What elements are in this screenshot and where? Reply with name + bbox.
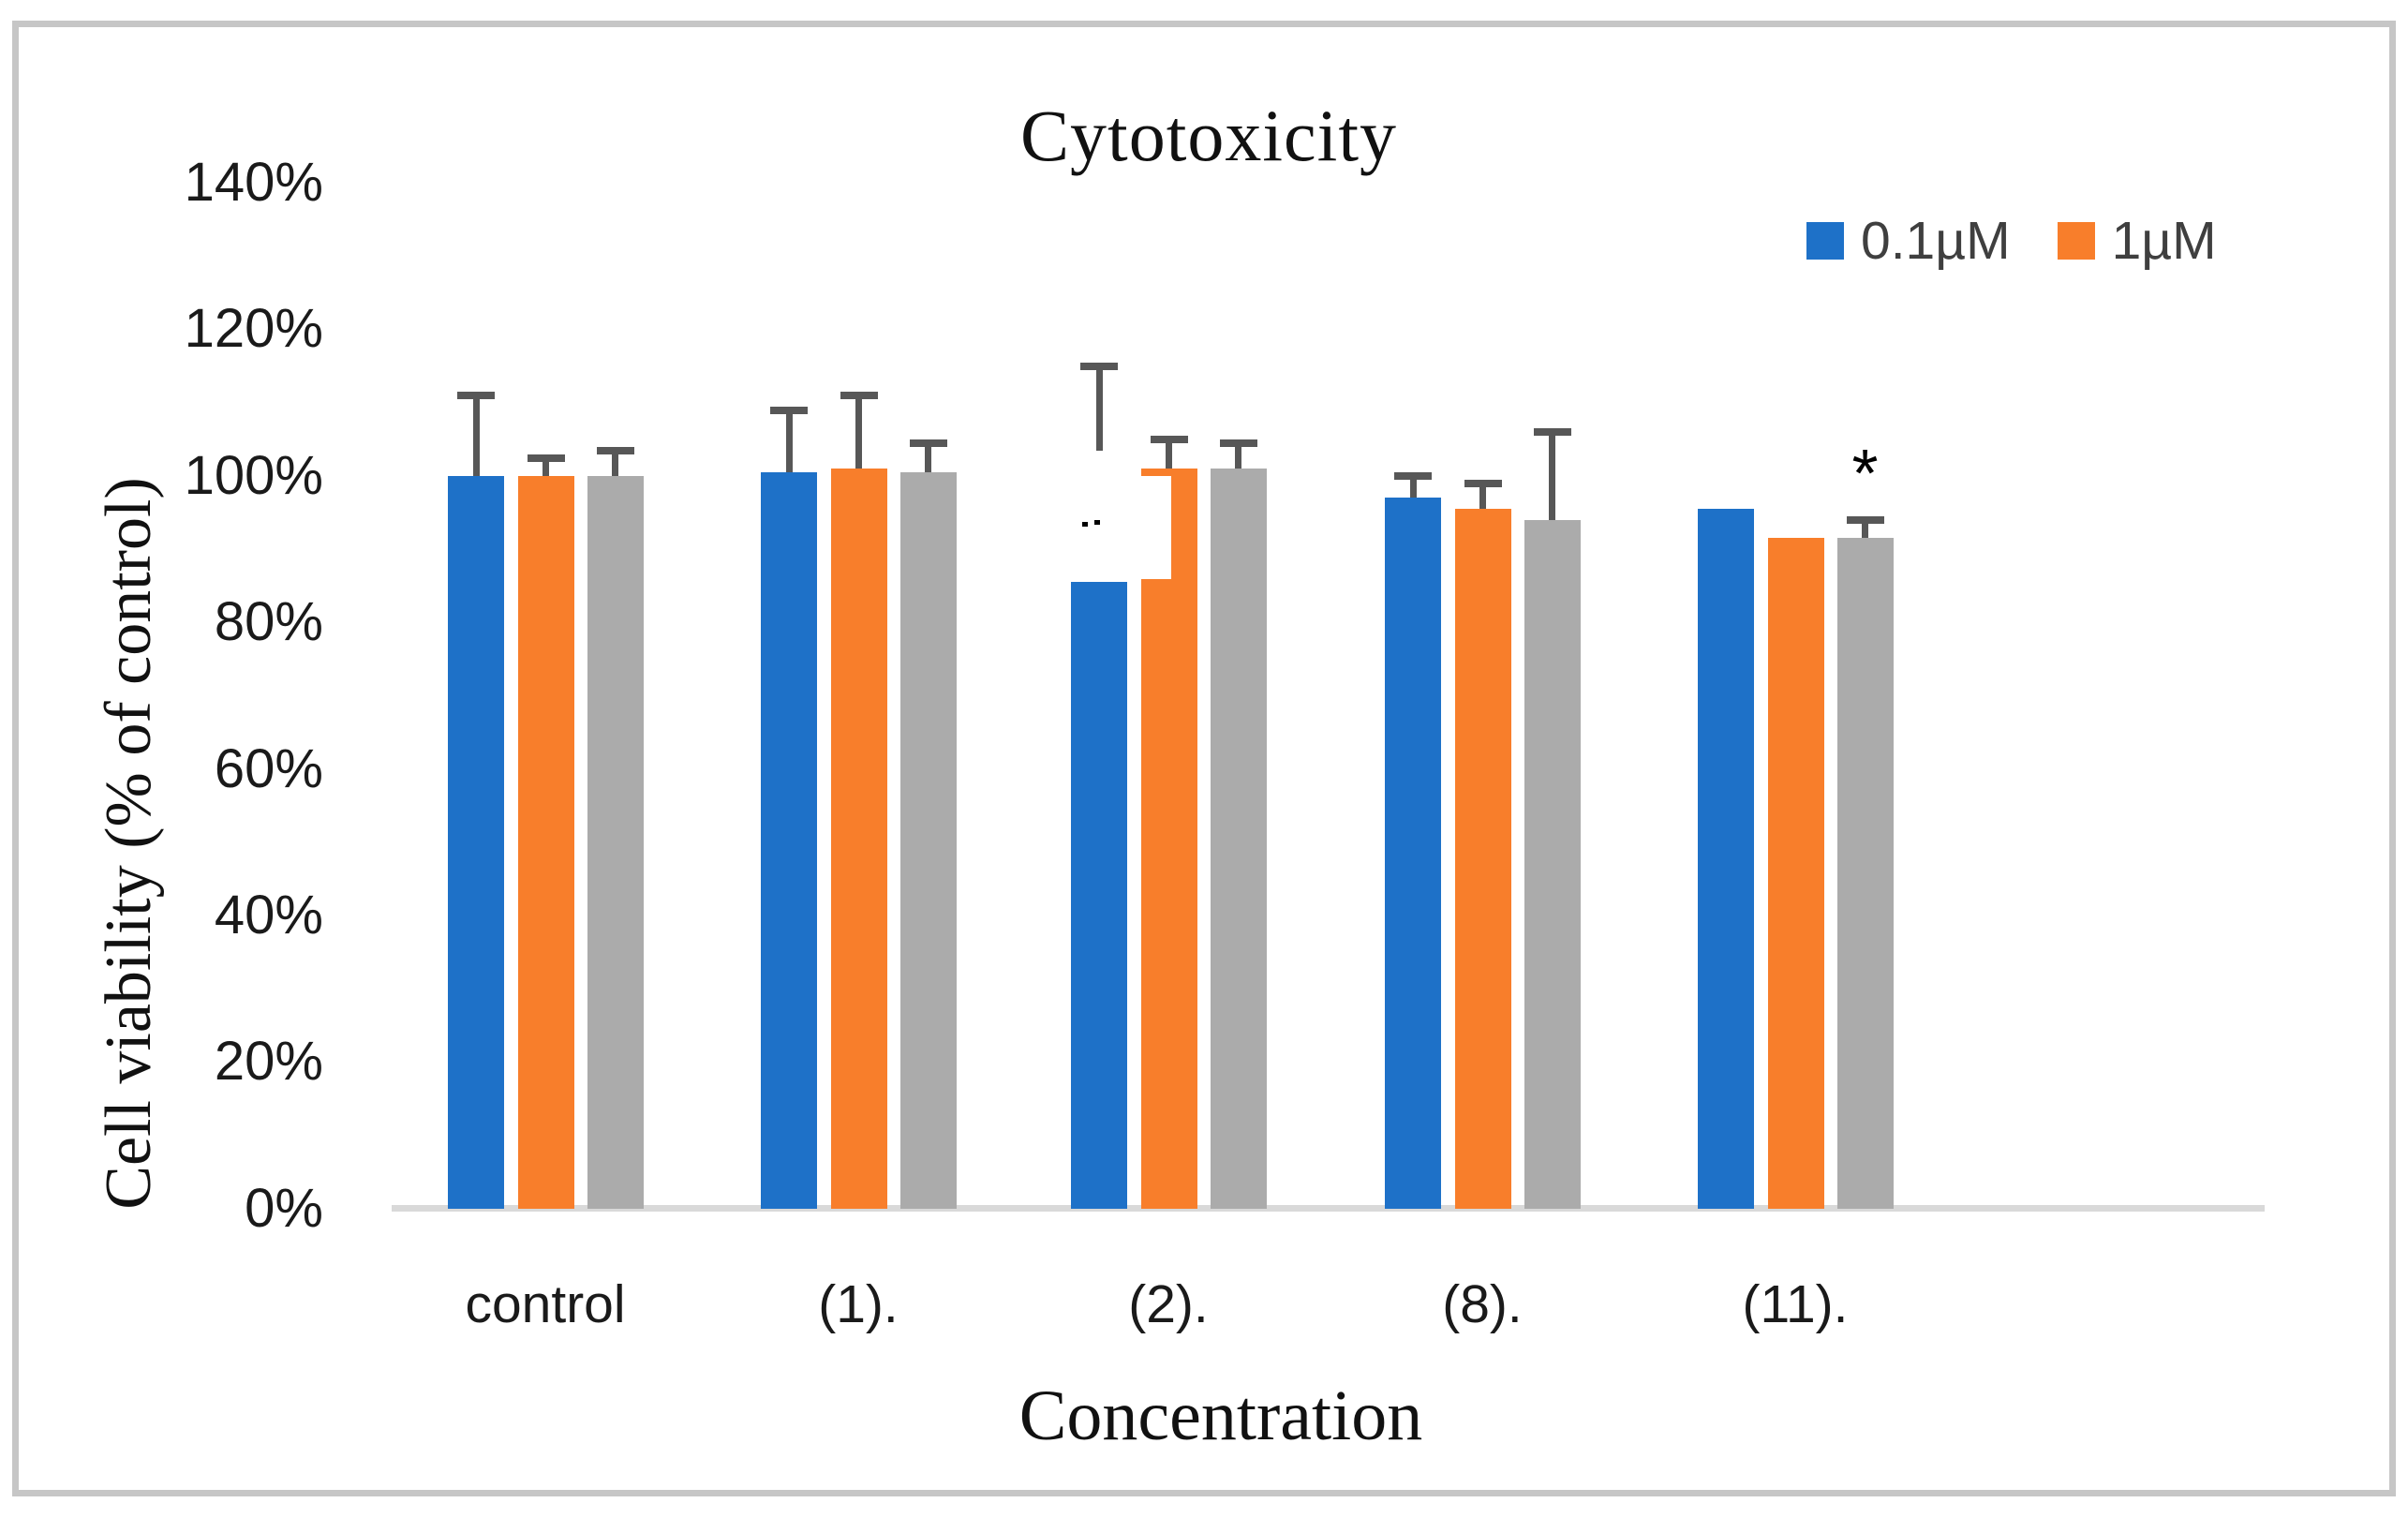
error-bar-line xyxy=(1166,442,1172,469)
error-bar-line xyxy=(612,454,618,476)
error-bar-line xyxy=(925,446,931,473)
error-bar-line xyxy=(1479,486,1486,510)
bar-1µM-(1). xyxy=(830,469,887,1209)
bar-unlabeled-gray-(11). xyxy=(1836,538,1894,1209)
legend-label: 0.1µM xyxy=(1861,211,2011,271)
error-bar-cap xyxy=(457,392,495,400)
legend-label: 1µM xyxy=(2111,211,2217,271)
y-tick-label: 0% xyxy=(245,1177,323,1239)
x-axis-line xyxy=(392,1205,2265,1212)
error-bar-line xyxy=(1549,436,1555,520)
legend-entry: 1µM xyxy=(2057,211,2217,271)
bar-1µM-(8). xyxy=(1454,509,1511,1209)
x-category-label: (8). xyxy=(1442,1274,1523,1334)
x-category-label: control xyxy=(465,1274,626,1334)
error-bar-cap xyxy=(596,446,634,454)
y-tick-label: 60% xyxy=(214,737,323,799)
error-bar-cap xyxy=(840,392,878,400)
error-bar-cap xyxy=(909,439,947,447)
bar-0.1µM-(8). xyxy=(1385,498,1441,1209)
y-tick-label: 80% xyxy=(214,591,323,653)
y-tick-label: 100% xyxy=(184,444,323,506)
error-bar-line xyxy=(543,461,549,476)
bar-1µM-(2). xyxy=(1140,469,1197,1209)
error-bar-cap xyxy=(1150,435,1188,443)
white-patch-artifact xyxy=(1140,476,1171,579)
legend-entry: 0.1µM xyxy=(1806,211,2011,271)
stray-speck-artifact xyxy=(1094,520,1100,525)
legend: 0.1µM 1µM xyxy=(1806,211,2217,271)
bar-unlabeled-gray-control xyxy=(587,476,644,1209)
error-bar-cap xyxy=(1394,472,1432,481)
error-bar-cap xyxy=(770,406,808,414)
error-bar-cap xyxy=(1533,428,1571,437)
error-bar-cap xyxy=(1080,362,1118,370)
bar-0.1µM-(2). xyxy=(1071,582,1127,1209)
error-bar-line xyxy=(1862,524,1868,539)
y-tick-label: 140% xyxy=(184,152,323,213)
bar-0.1µM-control xyxy=(448,476,504,1209)
x-category-label: (1). xyxy=(818,1274,899,1334)
y-tick-label: 20% xyxy=(214,1031,323,1093)
bar-1µM-(11). xyxy=(1767,538,1824,1209)
stray-speck-artifact xyxy=(1082,522,1088,527)
bar-unlabeled-gray-(8). xyxy=(1524,519,1581,1209)
error-bar-line xyxy=(472,399,480,476)
error-bar-cap xyxy=(1464,479,1502,487)
x-category-label: (11). xyxy=(1742,1274,1849,1334)
error-bar-line xyxy=(785,413,793,473)
bar-1µM-control xyxy=(517,476,574,1209)
y-axis-title: Cell viability (% of control) xyxy=(93,477,165,1210)
y-tick-label: 40% xyxy=(214,885,323,945)
error-bar-line xyxy=(1235,446,1241,469)
chart-title: Cytotoxicity xyxy=(1020,95,1397,176)
error-bar-cap xyxy=(1846,516,1884,524)
x-category-label: (2). xyxy=(1128,1274,1209,1334)
bar-0.1µM-(1). xyxy=(761,472,817,1209)
y-tick-label: 120% xyxy=(184,298,323,360)
error-bar-cap xyxy=(1219,439,1257,447)
bar-unlabeled-gray-(2). xyxy=(1210,469,1267,1209)
x-axis-title: Concentration xyxy=(1018,1377,1423,1455)
figure-border xyxy=(12,21,2396,1496)
legend-swatch-icon xyxy=(2057,222,2095,260)
bar-0.1µM-(11). xyxy=(1698,509,1754,1209)
significance-asterisk: * xyxy=(1851,437,1879,512)
legend-swatch-icon xyxy=(1806,222,1844,260)
error-bar-line xyxy=(1095,369,1103,451)
error-bar-cap xyxy=(527,454,565,462)
error-bar-line xyxy=(855,399,862,469)
bar-unlabeled-gray-(1). xyxy=(899,472,957,1209)
error-bar-line xyxy=(1409,480,1417,499)
